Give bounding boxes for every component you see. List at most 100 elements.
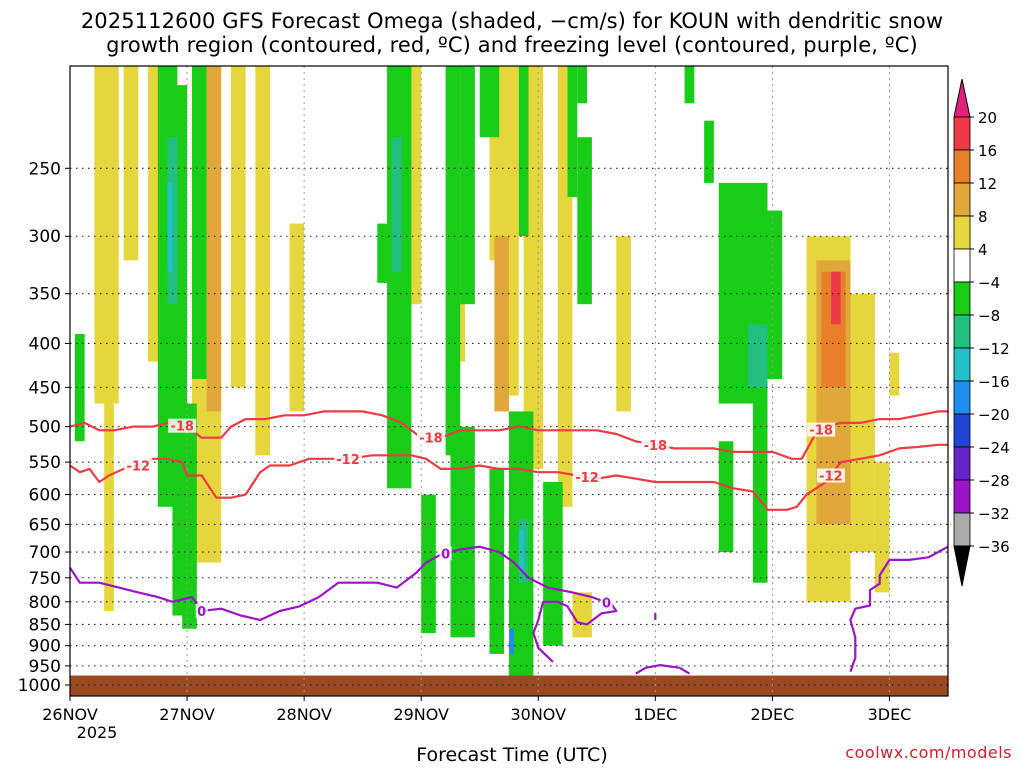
colorbar-tick-label: 4 (978, 241, 988, 259)
colorbar: 20 16 12 8 4 −4 −8 −12 −16 −20 −24 −28 −32 −36 (953, 78, 1010, 587)
omega-region-neg4 (74, 334, 85, 442)
colorbar-tick-label: 20 (978, 109, 997, 127)
omega-region-neg4 (182, 403, 197, 629)
x-tick-label-3dec: 3DEC (868, 705, 912, 724)
contour-layer: -18 -18 -18 -18 -12 -12 -12 -12 0 0 0 (69, 410, 949, 675)
omega-region-neg4 (460, 66, 475, 305)
x-tick-label-28nov: 28NOV (276, 705, 332, 724)
contour-label-bg (334, 451, 363, 466)
y-tick-label-550: 550 (29, 453, 61, 473)
omega-region-neg4 (704, 120, 714, 183)
omega-region-neg4 (684, 66, 695, 104)
colorbar-band (953, 116, 971, 151)
omega-region-neg4 (489, 468, 505, 654)
contour-label-bg (816, 468, 845, 483)
contour-label: -18 (419, 432, 443, 447)
y-tick-label-400: 400 (29, 334, 61, 354)
colorbar-band (953, 281, 971, 316)
contour-line-2 (69, 545, 618, 663)
contour-label-bg (439, 546, 452, 561)
contour-label: -12 (819, 469, 843, 484)
contour-label: 0 (197, 605, 206, 620)
x-tick-label-30nov: 30NOV (510, 705, 566, 724)
contour-label-bg (124, 458, 153, 473)
contour-label-bg (195, 604, 208, 619)
omega-region-neg12 (167, 182, 173, 272)
omega-region-pos4 (104, 223, 114, 612)
colorbar-tick-label: −36 (978, 538, 1010, 556)
y-tick-label-700: 700 (29, 543, 61, 563)
y-tick-label-300: 300 (29, 227, 61, 247)
omega-region-neg8 (748, 324, 768, 388)
omega-region-neg4 (577, 66, 588, 104)
omega-region-neg4 (577, 137, 592, 305)
omega-region-neg4 (191, 66, 207, 379)
chart-title-line-2: growth region (contoured, red, ºC) and f… (106, 33, 918, 57)
omega-region-neg16 (509, 628, 514, 654)
omega-shading-layer (74, 66, 900, 678)
colorbar-tick-label: −12 (978, 340, 1010, 358)
omega-region-pos4 (230, 66, 246, 388)
contour-label: -18 (170, 420, 194, 435)
colorbar-overflow-arrow (953, 78, 971, 118)
y-tick-label-250: 250 (29, 159, 61, 179)
omega-region-neg4 (567, 66, 578, 197)
omega-region-pos16 (830, 271, 841, 325)
y-tick-label-950: 950 (29, 657, 61, 677)
omega-region-pos8 (206, 66, 222, 412)
colorbar-band (953, 182, 971, 217)
contour-label: -18 (644, 439, 668, 454)
y-tick-label-650: 650 (29, 515, 61, 535)
contour-line-4 (849, 545, 949, 673)
colorbar-band (953, 512, 971, 547)
contour-label-bg (573, 470, 602, 485)
colorbar-tick-label: −4 (978, 274, 1000, 292)
omega-region-pos4 (289, 223, 305, 412)
colorbar-band (953, 446, 971, 481)
y-axis: 2503003504004505005506006507007508008509… (18, 159, 70, 696)
y-tick-label-350: 350 (29, 285, 61, 305)
x-tick-label-2dec: 2DEC (751, 705, 795, 724)
omega-region-neg4 (387, 66, 412, 489)
omega-region-pos4 (874, 462, 890, 593)
x-tick-label-27nov: 27NOV (159, 705, 215, 724)
contour-line-1 (69, 443, 948, 511)
surface-terrain-fill (70, 675, 948, 696)
x-tick-label-1dec: 1DEC (633, 705, 677, 724)
credit-link[interactable]: coolwx.com/models (845, 743, 1012, 762)
colorbar-band (953, 479, 971, 514)
omega-region-neg4 (450, 426, 475, 638)
omega-region-neg4 (479, 66, 500, 138)
grid-layer (70, 66, 948, 696)
contour-line-3 (635, 664, 691, 675)
omega-region-neg4 (518, 66, 529, 237)
y-tick-label-850: 850 (29, 615, 61, 635)
contour-label-bg (807, 422, 836, 437)
omega-region-neg4 (445, 66, 461, 456)
y-tick-label-450: 450 (29, 378, 61, 398)
contour-label: 0 (441, 547, 450, 562)
omega-region-pos4 (616, 236, 631, 412)
x-tick-sublabel-year: 2025 (77, 723, 118, 742)
y-tick-label-750: 750 (29, 569, 61, 589)
colorbar-band (953, 314, 971, 349)
x-tick-label-26nov: 26NOV (42, 705, 98, 724)
colorbar-tick-label: −32 (978, 505, 1010, 523)
omega-region-pos4 (123, 66, 139, 261)
colorbar-band (953, 347, 971, 382)
omega-region-neg8 (391, 137, 402, 272)
omega-region-pos4 (255, 66, 270, 456)
omega-region-neg4 (543, 481, 563, 646)
omega-region-neg4 (752, 378, 768, 583)
omega-region-neg12 (518, 530, 524, 573)
y-tick-label-800: 800 (29, 593, 61, 613)
x-tick-label-29nov: 29NOV (393, 705, 449, 724)
omega-region-pos8 (494, 236, 509, 412)
colorbar-band (953, 380, 971, 415)
y-tick-label-900: 900 (29, 637, 61, 657)
contour-label-bg (168, 418, 197, 433)
colorbar-band (953, 248, 971, 283)
colorbar-tick-label: 16 (978, 142, 997, 160)
